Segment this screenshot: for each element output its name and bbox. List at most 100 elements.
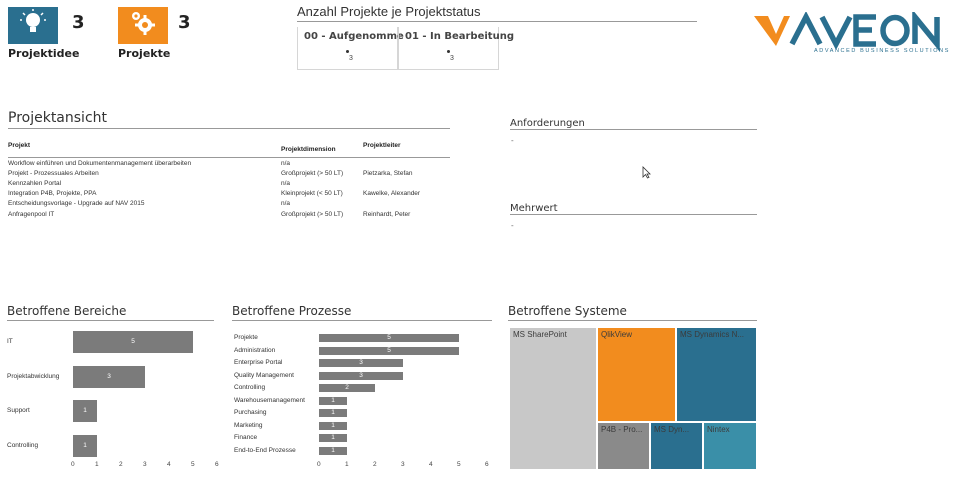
- table-cell-dimension: n/a: [281, 200, 291, 208]
- logo-tagline: ADVANCED BUSINESS SOLUTIONS: [814, 48, 951, 54]
- bar-value-label: 3: [107, 372, 111, 380]
- bar-category-label: Administration: [234, 346, 276, 354]
- bar[interactable]: [319, 334, 459, 342]
- bar[interactable]: [319, 359, 403, 367]
- x-tick-label: 5: [457, 461, 461, 468]
- projektidee-label: Projektidee: [8, 47, 80, 60]
- x-tick-label: 6: [485, 461, 489, 468]
- status-dot: [447, 50, 450, 53]
- bar[interactable]: [319, 371, 403, 380]
- projektidee-tile[interactable]: [8, 7, 58, 44]
- treemap-cell[interactable]: P4B - Pro...: [597, 422, 650, 470]
- table-header-dimension[interactable]: Projektdimension: [281, 146, 336, 153]
- x-tick-label: 6: [215, 461, 219, 468]
- bar-value-label: 5: [387, 334, 391, 341]
- treemap-cell[interactable]: MS SharePoint: [509, 327, 597, 470]
- status-column-header: 01 - In Bearbeitung: [405, 31, 514, 42]
- bar-value-label: 1: [331, 421, 335, 429]
- anforderungen-rule: [510, 129, 757, 130]
- x-tick-label: 5: [191, 461, 195, 468]
- anforderungen-value: -: [511, 136, 514, 145]
- x-tick-label: 2: [119, 461, 123, 468]
- table-cell-project[interactable]: Anfragenpool IT: [8, 210, 55, 218]
- x-tick-label: 3: [143, 461, 147, 468]
- table-header-rule: [8, 157, 450, 158]
- bar-value-label: 1: [331, 434, 335, 441]
- systeme-chart-rule: [508, 320, 757, 321]
- bar-category-label: Purchasing: [234, 409, 267, 416]
- projekte-tile[interactable]: [118, 7, 168, 44]
- x-tick-label: 0: [71, 461, 75, 468]
- bar[interactable]: [73, 400, 97, 422]
- status-matrix: Anzahl Projekte je Projektstatus 00 - Au…: [297, 4, 697, 74]
- bar-category-label: Warehousemanagement: [234, 396, 305, 404]
- table-cell-project[interactable]: Kennzahlen Portal: [8, 180, 62, 188]
- treemap-cell[interactable]: MS Dynamics N...: [676, 327, 757, 422]
- systeme-chart-title: Betroffene Systeme: [508, 304, 627, 318]
- x-tick-label: 0: [317, 461, 321, 468]
- bar[interactable]: [319, 396, 347, 405]
- bar-value-label: 1: [331, 396, 335, 404]
- table-cell-lead: Pietzarka, Stefan: [363, 170, 413, 178]
- bar-category-label: Quality Management: [234, 371, 294, 379]
- table-cell-project[interactable]: Projekt - Prozessuales Arbeiten: [8, 170, 99, 178]
- treemap-cell[interactable]: QlikView: [597, 327, 676, 422]
- bar-category-label: Finance: [234, 434, 258, 441]
- x-tick-label: 2: [373, 461, 377, 468]
- table-cell-project[interactable]: Integration P4B, Projekte, PPA: [8, 190, 97, 198]
- bar-category-label: Projekte: [234, 334, 258, 341]
- treemap-cell[interactable]: Nintex: [703, 422, 757, 470]
- status-column-header: 00 - Aufgenomme: [304, 31, 404, 42]
- bar-category-label: Support: [7, 407, 30, 414]
- x-tick-label: 4: [429, 461, 433, 468]
- mehrwert-title: Mehrwert: [510, 203, 558, 214]
- bar[interactable]: [73, 434, 97, 457]
- treemap-cell[interactable]: MS Dyn...: [650, 422, 703, 470]
- bar[interactable]: [319, 421, 347, 430]
- lightbulb-icon: [17, 7, 49, 44]
- status-column[interactable]: 01 - In Bearbeitung 3: [398, 27, 514, 70]
- bar[interactable]: [73, 331, 193, 353]
- table-cell-dimension: n/a: [281, 160, 291, 167]
- bar-category-label: IT: [7, 338, 13, 345]
- bar[interactable]: [73, 365, 145, 388]
- table-cell-dimension: n/a: [281, 180, 291, 188]
- table-cell-project[interactable]: Entscheidungsvorlage - Upgrade auf NAV 2…: [8, 200, 145, 208]
- mouse-cursor: [642, 166, 651, 184]
- status-title: Anzahl Projekte je Projektstatus: [297, 4, 481, 19]
- bar-category-label: Enterprise Portal: [234, 359, 283, 366]
- mehrwert-value: -: [511, 221, 514, 230]
- prozesse-chart-rule: [232, 320, 492, 321]
- table-cell-project[interactable]: Workflow einführen und Dokumentenmanagem…: [8, 160, 192, 167]
- bar-value-label: 5: [387, 346, 391, 354]
- table-cell-lead: Kawelke, Alexander: [363, 190, 421, 198]
- bar[interactable]: [319, 346, 459, 355]
- bar-value-label: 1: [83, 441, 87, 449]
- projekte-label: Projekte: [118, 47, 171, 60]
- bereiche-chart-rule: [7, 320, 214, 321]
- x-tick-label: 1: [95, 461, 99, 468]
- table-header-lead[interactable]: Projektleiter: [363, 142, 401, 149]
- bar-category-label: Controlling: [7, 441, 39, 449]
- bar-category-label: Marketing: [234, 421, 263, 429]
- bar-value-label: 1: [331, 409, 335, 416]
- status-title-rule: [297, 21, 697, 22]
- table-cell-lead: Reinhardt, Peter: [363, 210, 411, 218]
- bar-value-label: 3: [359, 359, 363, 366]
- table-cell-dimension: Großprojekt (> 50 LT): [281, 210, 344, 218]
- bar[interactable]: [319, 446, 347, 455]
- prozesse-chart-title: Betroffene Prozesse: [232, 304, 352, 318]
- x-tick-label: 3: [401, 461, 405, 468]
- status-column[interactable]: 00 - Aufgenomme 3: [297, 27, 404, 70]
- bar[interactable]: [319, 384, 375, 392]
- bar-value-label: 3: [359, 371, 363, 379]
- bar[interactable]: [319, 409, 347, 417]
- yaveon-logo: ADVANCED BUSINESS SOLUTIONS: [752, 9, 951, 56]
- bar-category-label: Controlling: [234, 384, 266, 391]
- table-header-project[interactable]: Projekt: [8, 142, 31, 149]
- bar-value-label: 1: [83, 407, 87, 414]
- x-tick-label: 4: [167, 461, 171, 468]
- bar[interactable]: [319, 434, 347, 442]
- gears-icon: [127, 7, 159, 44]
- projekte-count: 3: [178, 12, 191, 33]
